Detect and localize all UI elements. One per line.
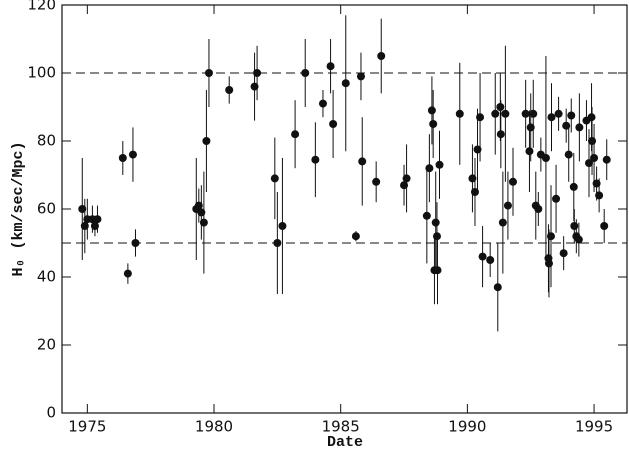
y-tick-label: 20	[37, 336, 56, 354]
data-point	[318, 99, 327, 108]
data-point	[202, 137, 211, 145]
data-point	[429, 120, 438, 128]
y-tick-label: 100	[27, 64, 56, 82]
data-point	[570, 222, 579, 230]
data-point	[600, 222, 609, 230]
data-point	[372, 177, 381, 186]
data-point	[562, 121, 571, 130]
data-point	[422, 211, 431, 220]
data-point	[278, 222, 287, 230]
data-point	[541, 154, 550, 162]
data-point	[521, 109, 530, 118]
data-point	[291, 130, 300, 139]
data-point	[476, 113, 485, 122]
data-point	[567, 111, 576, 120]
data-point	[584, 159, 593, 168]
data-point	[595, 191, 604, 200]
data-point	[534, 205, 543, 213]
data-point	[225, 86, 234, 94]
data-point	[358, 157, 367, 166]
data-point	[301, 69, 310, 77]
data-point	[425, 164, 434, 173]
data-point	[78, 205, 87, 213]
data-point	[90, 222, 99, 230]
data-point	[431, 218, 440, 227]
data-point	[402, 174, 411, 183]
x-tick-label: 1985	[322, 418, 360, 436]
x-tick-label: 1980	[195, 418, 233, 436]
data-point	[525, 147, 534, 156]
y-tick-label: 80	[37, 132, 56, 150]
data-point	[273, 239, 282, 247]
data-point	[503, 201, 512, 210]
data-point	[326, 62, 335, 71]
data-point	[377, 52, 386, 60]
data-point	[341, 79, 350, 88]
x-tick-label: 1990	[448, 418, 486, 436]
data-point	[587, 113, 596, 122]
data-point	[574, 235, 583, 244]
data-point	[250, 82, 259, 91]
data-point	[552, 194, 561, 203]
data-point	[547, 113, 556, 122]
data-point	[546, 232, 555, 241]
data-point	[123, 269, 132, 278]
data-point	[197, 208, 206, 217]
data-point	[493, 283, 502, 292]
data-point	[496, 103, 505, 111]
data-point	[478, 252, 487, 261]
x-axis-label: Date	[327, 434, 363, 451]
data-point	[592, 179, 601, 188]
data-point	[554, 109, 563, 118]
data-point	[199, 218, 208, 227]
data-point	[435, 160, 444, 169]
data-point	[204, 69, 213, 77]
data-point	[80, 222, 89, 230]
data-point	[351, 232, 360, 241]
data-point	[427, 106, 436, 115]
data-point	[455, 109, 464, 118]
data-point	[128, 150, 137, 159]
data-point	[526, 123, 535, 132]
data-point	[544, 259, 553, 268]
data-point	[590, 154, 599, 162]
data-point	[131, 239, 140, 247]
data-point	[602, 155, 611, 164]
data-point	[194, 201, 203, 210]
x-tick-label: 1995	[575, 418, 613, 436]
y-tick-label: 0	[46, 404, 56, 422]
data-point	[508, 177, 517, 186]
data-point	[559, 249, 568, 258]
data-point	[468, 174, 477, 183]
x-tick-label: 1975	[68, 418, 106, 436]
data-point	[356, 72, 365, 81]
y-tick-label: 40	[37, 268, 56, 286]
data-point	[253, 69, 262, 77]
data-point	[432, 232, 441, 241]
data-point	[329, 120, 338, 128]
data-point	[311, 155, 320, 164]
y-tick-label: 120	[27, 0, 56, 14]
data-point	[491, 109, 500, 118]
data-point	[470, 188, 479, 196]
data-point	[529, 109, 538, 118]
data-point	[575, 123, 584, 132]
data-point	[496, 130, 505, 139]
data-point	[501, 109, 510, 118]
data-point	[569, 182, 578, 191]
data-point	[588, 137, 597, 145]
data-point	[118, 154, 127, 162]
data-point	[433, 266, 442, 275]
data-point	[93, 215, 102, 224]
y-axis-label: H₀ (km/sec/Mpc)	[10, 141, 27, 276]
y-tick-label: 60	[37, 200, 56, 218]
data-point	[270, 174, 279, 183]
data-point	[473, 145, 482, 154]
data-point	[498, 218, 507, 227]
data-point	[564, 150, 573, 159]
data-point	[486, 256, 495, 264]
data-point	[400, 181, 409, 190]
